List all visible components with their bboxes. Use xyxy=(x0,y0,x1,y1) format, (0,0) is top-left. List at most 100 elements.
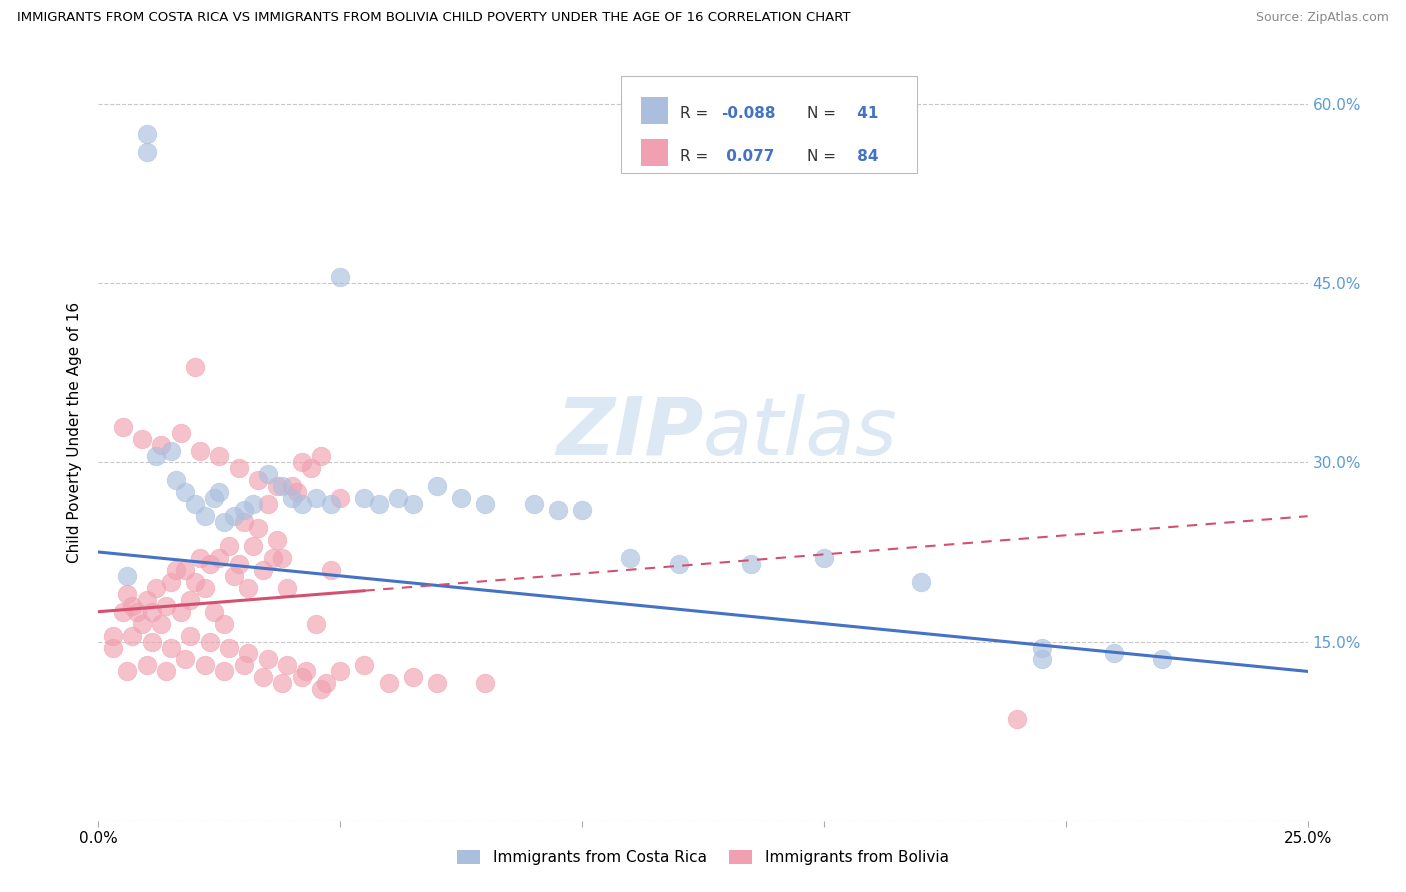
Point xyxy=(179,629,201,643)
Point xyxy=(117,587,139,601)
Point xyxy=(276,658,298,673)
Point xyxy=(252,670,274,684)
Point xyxy=(256,652,278,666)
Point xyxy=(165,563,187,577)
Point xyxy=(127,605,149,619)
Point xyxy=(198,634,221,648)
Point xyxy=(256,467,278,482)
Point xyxy=(290,455,312,469)
Point xyxy=(368,497,391,511)
Point xyxy=(188,551,211,566)
Point xyxy=(135,127,157,141)
Point xyxy=(271,676,294,690)
Point xyxy=(319,563,342,577)
Point xyxy=(1152,652,1174,666)
Point xyxy=(117,569,139,583)
Point xyxy=(256,497,278,511)
Point xyxy=(329,665,352,679)
Point xyxy=(426,479,449,493)
Point xyxy=(290,497,312,511)
Point xyxy=(131,432,153,446)
Point xyxy=(329,270,352,285)
Text: R =: R = xyxy=(681,106,713,121)
Point xyxy=(619,551,641,566)
Point xyxy=(101,640,124,655)
Point xyxy=(547,503,569,517)
Point xyxy=(212,616,235,631)
Point xyxy=(228,461,250,475)
Text: -0.088: -0.088 xyxy=(721,106,776,121)
Bar xyxy=(641,139,668,167)
Point xyxy=(155,665,177,679)
Point xyxy=(402,497,425,511)
Point xyxy=(305,491,328,506)
Text: 84: 84 xyxy=(852,149,879,164)
Point xyxy=(426,676,449,690)
Point xyxy=(194,581,217,595)
Point xyxy=(450,491,472,506)
Point xyxy=(262,551,284,566)
Point xyxy=(315,676,337,690)
Text: ZIP: ZIP xyxy=(555,393,703,472)
Point xyxy=(668,557,690,571)
Text: 41: 41 xyxy=(852,106,879,121)
Text: R =: R = xyxy=(681,149,713,164)
Point xyxy=(184,497,207,511)
Point xyxy=(910,574,932,589)
Point xyxy=(204,491,226,506)
Text: Source: ZipAtlas.com: Source: ZipAtlas.com xyxy=(1256,11,1389,24)
Point xyxy=(169,605,191,619)
Point xyxy=(232,658,254,673)
Point xyxy=(474,497,496,511)
Point xyxy=(155,599,177,613)
Legend: Immigrants from Costa Rica, Immigrants from Bolivia: Immigrants from Costa Rica, Immigrants f… xyxy=(451,844,955,871)
Point xyxy=(222,509,245,524)
Point xyxy=(271,479,294,493)
Point xyxy=(222,569,245,583)
Text: IMMIGRANTS FROM COSTA RICA VS IMMIGRANTS FROM BOLIVIA CHILD POVERTY UNDER THE AG: IMMIGRANTS FROM COSTA RICA VS IMMIGRANTS… xyxy=(17,11,851,24)
Point xyxy=(329,491,352,506)
Point xyxy=(571,503,593,517)
Point xyxy=(319,497,342,511)
Point xyxy=(135,145,157,159)
Point xyxy=(111,605,134,619)
Point xyxy=(299,461,322,475)
Y-axis label: Child Poverty Under the Age of 16: Child Poverty Under the Age of 16 xyxy=(67,302,83,563)
Point xyxy=(252,563,274,577)
Point xyxy=(194,509,217,524)
Point xyxy=(117,665,139,679)
Point xyxy=(353,658,375,673)
Point xyxy=(387,491,409,506)
Point xyxy=(145,450,167,464)
Point xyxy=(309,682,332,697)
Point xyxy=(160,443,183,458)
Point xyxy=(160,640,183,655)
Point xyxy=(141,634,163,648)
Point xyxy=(238,647,260,661)
Bar xyxy=(641,96,668,124)
Point xyxy=(131,616,153,631)
Point xyxy=(242,497,264,511)
Point xyxy=(121,629,143,643)
Point xyxy=(208,485,231,500)
Point xyxy=(402,670,425,684)
Point xyxy=(218,539,240,553)
Point xyxy=(271,551,294,566)
Point xyxy=(276,581,298,595)
Point xyxy=(212,665,235,679)
Point xyxy=(295,665,318,679)
Text: N =: N = xyxy=(807,106,841,121)
Point xyxy=(208,551,231,566)
Point xyxy=(204,605,226,619)
Point xyxy=(247,474,270,488)
Point xyxy=(188,443,211,458)
Point xyxy=(101,629,124,643)
Point xyxy=(194,658,217,673)
Point xyxy=(1031,640,1053,655)
Point xyxy=(309,450,332,464)
Point xyxy=(208,450,231,464)
Point xyxy=(174,563,197,577)
Point xyxy=(145,581,167,595)
Text: N =: N = xyxy=(807,149,841,164)
Point xyxy=(174,652,197,666)
